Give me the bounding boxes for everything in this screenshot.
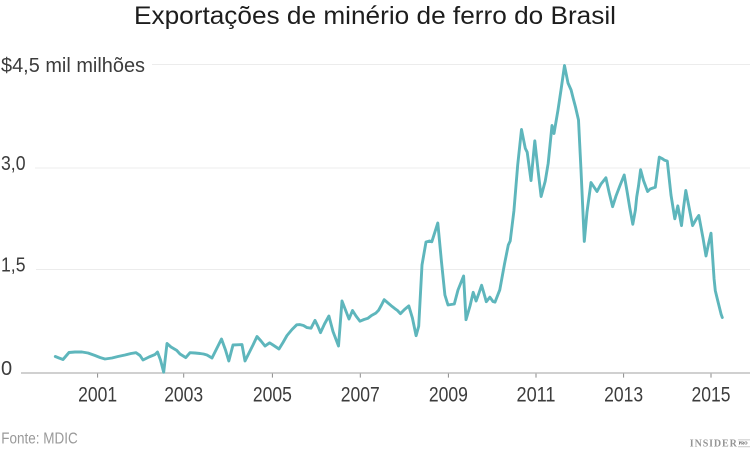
svg-text:0: 0 [1,358,12,380]
svg-text:2007: 2007 [341,383,380,407]
svg-text:$4,5 mil milhões: $4,5 mil milhões [1,55,145,77]
svg-text:Exportações de minério de ferr: Exportações de minério de ferro do Brasi… [134,2,616,30]
svg-text:Fonte: MDIC: Fonte: MDIC [1,431,78,448]
svg-text:2015: 2015 [692,383,731,407]
svg-text:3,0: 3,0 [1,153,26,175]
svg-text:2005: 2005 [253,383,292,407]
svg-text:2011: 2011 [517,383,556,407]
svg-text:2003: 2003 [164,383,203,407]
svg-text:PRO: PRO [739,441,749,446]
svg-text:2009: 2009 [429,383,468,407]
svg-text:INSIDER: INSIDER [690,439,738,448]
svg-text:2013: 2013 [604,383,643,407]
svg-text:2001: 2001 [78,383,117,407]
svg-text:1,5: 1,5 [1,255,26,277]
